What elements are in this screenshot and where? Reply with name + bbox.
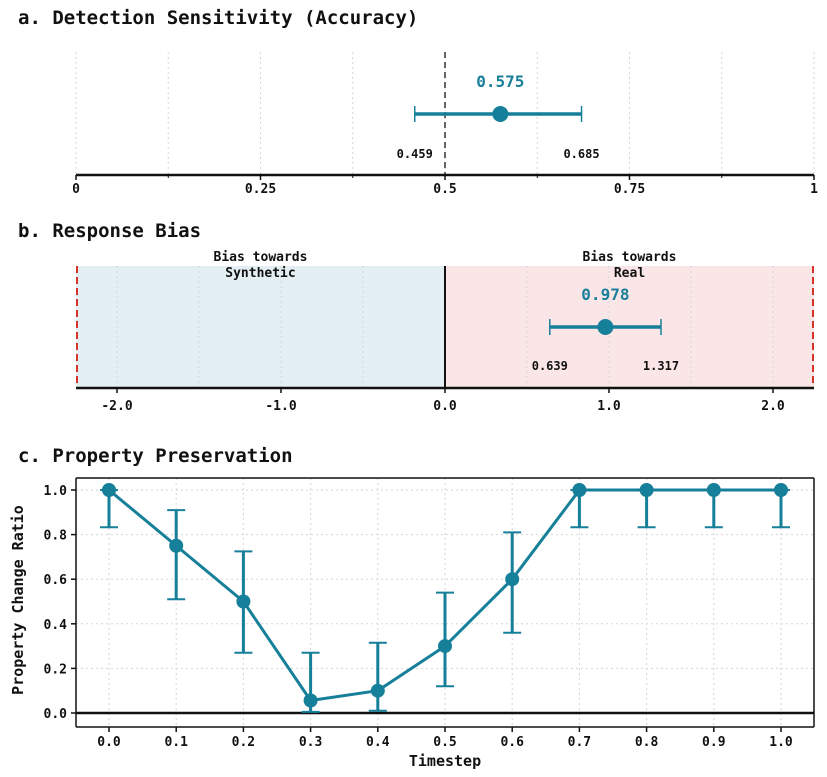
panel-a-ci-high-label: 0.685 <box>563 147 599 161</box>
real-region-label: Real <box>614 266 645 281</box>
panel-c-x-tick-label: 0.7 <box>568 735 591 750</box>
panel-c-data-point <box>438 639 452 654</box>
synthetic-region-label: Bias towards <box>214 250 308 265</box>
panel-c-y-tick-label: 0.0 <box>44 707 68 722</box>
panel-c-data-point <box>572 483 587 497</box>
panel-a-ci-low-label: 0.459 <box>397 147 433 161</box>
panel-a-x-tick-label: 0.75 <box>614 182 645 197</box>
panel-c-data-point <box>505 572 520 587</box>
panel-c-x-tick-label: 0.3 <box>299 735 322 750</box>
panel-c-y-axis-label: Property Change Ratio <box>9 505 27 695</box>
panel-b-x-tick-label: -1.0 <box>265 399 296 414</box>
panel-c-y-tick-label: 0.2 <box>44 662 67 677</box>
panel-b-ci-low-label: 0.639 <box>532 359 568 373</box>
panel-a-title: a. Detection Sensitivity (Accuracy) <box>18 7 418 29</box>
panel-b-x-tick-label: -2.0 <box>101 399 132 414</box>
panel-b-ci-high-label: 1.317 <box>643 359 679 373</box>
synthetic-bias-region <box>76 266 445 388</box>
panel-c-x-tick-label: 0.8 <box>635 735 659 750</box>
panel-c-plot: 0.0 0.1 0.2 0.3 0.4 0.5 0.6 0.7 0.8 0.9 1.0 0.0 0.2 0… <box>9 477 815 770</box>
real-region-label: Bias towards <box>583 250 677 265</box>
panel-c-y-tick-label: 0.4 <box>44 618 68 633</box>
panel-b-x-tick-label: 1.0 <box>597 399 621 414</box>
panel-c-data-point <box>639 483 654 497</box>
panel-c-title: c. Property Preservation <box>18 445 293 467</box>
panel-b-plot: -2.0 -1.0 0.0 1.0 2.0 Bias towards Synthetic… <box>76 250 814 414</box>
panel-c-data-point <box>706 483 721 497</box>
panel-a-x-tick-label: 0 <box>72 182 80 197</box>
panel-b-value-label: 0.978 <box>581 285 629 304</box>
panel-c-x-tick-label: 0.2 <box>232 735 255 750</box>
panel-a-x-tick-label: 0.25 <box>245 182 276 197</box>
panel-c-y-tick-label: 1.0 <box>44 484 68 499</box>
panel-c-x-axis-label: Timestep <box>409 752 481 770</box>
panel-c-x-tick-label: 1.0 <box>769 735 793 750</box>
panel-b-title: b. Response Bias <box>18 220 201 242</box>
panel-c-x-tick-label: 0.0 <box>97 735 121 750</box>
panel-c-y-tick-label: 0.8 <box>44 529 68 544</box>
panel-c-y-tick-label: 0.6 <box>44 573 68 588</box>
panel-a-plot: 0 0.25 0.5 0.75 1 0.575 0.459 0.685 <box>72 52 818 197</box>
panel-b-x-tick-label: 0.0 <box>433 399 457 414</box>
panel-a-point <box>492 106 509 122</box>
panel-a-value-label: 0.575 <box>476 72 524 91</box>
panel-b-point <box>597 319 614 335</box>
panel-c-data-point <box>236 594 251 609</box>
panel-a-x-tick-label: 0.5 <box>433 182 456 197</box>
panel-a-x-tick-label: 1 <box>810 182 818 197</box>
panel-c-data-point <box>303 693 318 708</box>
panel-c-data-point <box>774 483 788 497</box>
panel-c-x-tick-label: 0.5 <box>433 735 456 750</box>
panel-b-x-tick-label: 2.0 <box>761 399 785 414</box>
panel-c-x-tick-label: 0.4 <box>366 735 390 750</box>
panel-c-data-point <box>169 538 184 553</box>
panel-c-x-tick-label: 0.6 <box>500 735 524 750</box>
synthetic-region-label: Synthetic <box>225 266 295 281</box>
panel-c-x-tick-label: 0.1 <box>164 735 188 750</box>
panel-c-data-point <box>102 483 116 497</box>
panel-c-data-point <box>370 683 385 698</box>
panel-c-x-tick-label: 0.9 <box>702 735 725 750</box>
